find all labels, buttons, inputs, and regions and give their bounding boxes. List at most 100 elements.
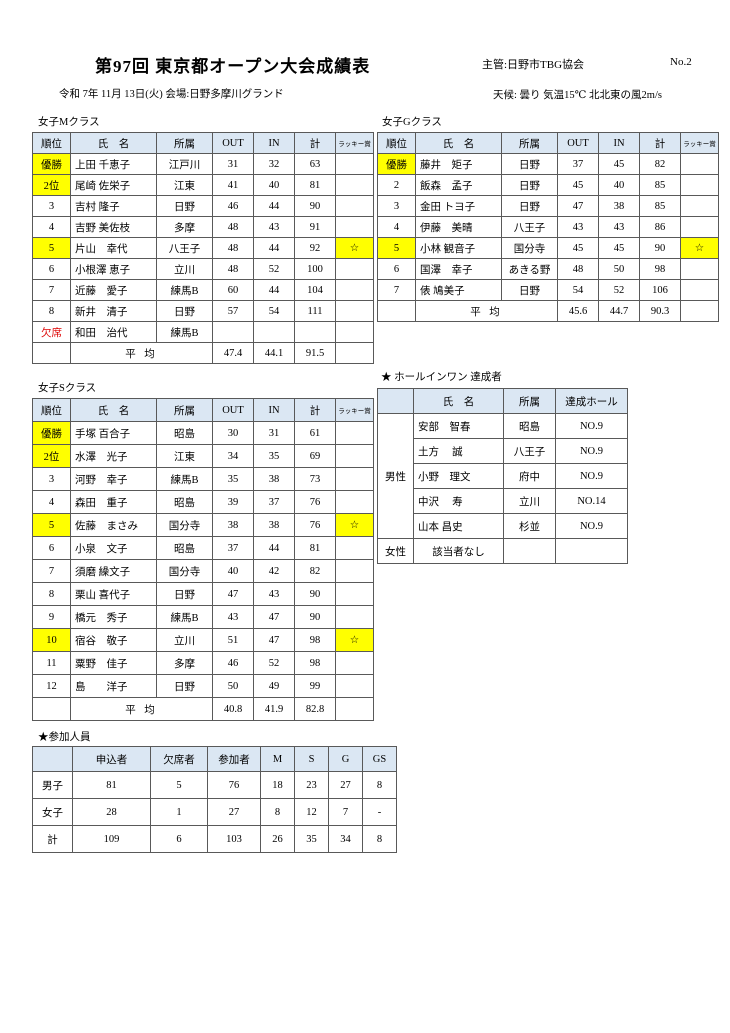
club-cell: 練馬B [156,321,213,343]
total-score-cell: 81 [294,174,336,196]
lucky-prize-cell [335,174,374,196]
player-name-cell: 和田 治代 [70,321,157,343]
hio-male-row: 中沢 寿立川 NO.14 [378,488,628,514]
in-score-cell: 44 [253,279,295,301]
club-cell: あきる野 [501,258,558,280]
result-row: 6 小根澤 恵子 立川 48 52 100 [32,258,374,280]
average-out-cell: 45.6 [557,300,599,322]
result-row: 3 吉村 隆子 日野 46 44 90 [32,195,374,217]
rank-cell: 6 [377,258,416,280]
lucky-prize-cell [680,216,719,238]
total-score-cell: 98 [639,258,681,280]
average-in-cell: 44.1 [253,342,295,364]
rank-cell: 3 [32,467,71,491]
total-score-cell: 76 [294,513,336,537]
player-name-cell: 橋元 秀子 [70,605,157,629]
out-score-cell [212,321,254,343]
total-score-cell [294,321,336,343]
result-row: 5 片山 幸代 八王子 48 44 92 ☆ [32,237,374,259]
average-total-cell: 91.5 [294,342,336,364]
in-score-cell: 37 [253,490,295,514]
rank-cell: 7 [32,279,71,301]
player-name-cell: 須磨 繰文子 [70,559,157,583]
total-score-cell: 111 [294,300,336,322]
average-rank-spacer [32,697,71,721]
column-header: S [294,746,329,772]
count-cell: 35 [294,825,329,853]
lucky-column-header: ラッキー賞 [680,132,719,154]
rank-cell: 優勝 [32,421,71,445]
count-cell: 7 [328,798,363,826]
total-score-cell: 99 [294,674,336,698]
g-class-results-table: 順位氏 名所属 OUT IN 計ラッキー賞 優勝 藤井 矩子 日野 37 45 82 2 飯森 孟子日… [377,132,719,322]
count-cell: 12 [294,798,329,826]
lucky-prize-cell [680,279,719,301]
total-score-cell: 98 [294,628,336,652]
club-cell: 立川 [156,258,213,280]
club-cell [503,538,556,564]
rank-cell: 3 [32,195,71,217]
club-cell: 立川 [503,488,556,514]
out-score-cell: 34 [212,444,254,468]
in-score-cell: 43 [253,582,295,606]
in-score-cell [253,321,295,343]
player-name-cell: 国澤 幸子 [415,258,502,280]
m-class-label: 女子Mクラス [38,117,100,128]
column-header: OUT [212,398,254,422]
player-name-cell: 森田 重子 [70,490,157,514]
participants-row: 女子 28 1 27 8 12 7- [32,798,397,826]
result-row: 6 小泉 文子 昭島 37 44 81 [32,536,374,560]
female-note-cell: 該当者なし [413,538,504,564]
rank-cell: 優勝 [377,153,416,175]
total-score-cell: 76 [294,490,336,514]
m-class-results-table: 順位氏 名所属 OUT IN 計ラッキー賞 優勝 上田 千恵子 江戸川 31 32 63 2位 尾崎 … [32,132,374,364]
average-lucky-spacer [335,342,374,364]
lucky-prize-cell: ☆ [335,237,374,259]
in-score-cell: 52 [253,258,295,280]
out-score-cell: 54 [557,279,599,301]
lucky-prize-cell [680,258,719,280]
count-cell: 34 [328,825,363,853]
in-score-cell: 40 [253,174,295,196]
count-cell: 8 [260,798,295,826]
out-score-cell: 38 [212,513,254,537]
club-cell: 八王子 [501,216,558,238]
player-name-cell: 小林 観音子 [415,237,502,259]
result-row: 5 小林 観音子 国分寺 45 45 90 ☆ [377,237,719,259]
out-score-cell: 60 [212,279,254,301]
average-row: 平 均 40.8 41.9 82.8 [32,697,374,721]
club-cell: 江東 [156,444,213,468]
average-total-cell: 90.3 [639,300,681,322]
total-score-cell: 85 [639,195,681,217]
column-header: 計 [294,398,336,422]
result-row: 欠席 和田 治代 練馬B [32,321,374,343]
result-row: 12 島 洋子 日野 50 49 99 [32,674,374,698]
count-cell: 6 [150,825,208,853]
organizer-text: 主管:日野市TBG協会 [482,59,585,71]
rank-cell: 2 [377,174,416,196]
average-row: 平 均 45.6 44.7 90.3 [377,300,719,322]
lucky-prize-cell [335,467,374,491]
in-score-cell: 52 [598,279,640,301]
total-score-cell: 92 [294,237,336,259]
results-header-row: 順位氏 名所属 OUT IN 計ラッキー賞 [377,132,719,154]
result-row: 8 新井 清子 日野 57 54 111 [32,300,374,322]
s-class-results-table: 順位氏 名所属 OUT IN 計ラッキー賞 優勝 手塚 百合子 昭島 30 31 61 2位 水澤 光… [32,398,374,721]
column-header: 氏 名 [415,132,502,154]
total-score-cell: 82 [639,153,681,175]
lucky-column-header: ラッキー賞 [335,398,374,422]
lucky-prize-cell [335,153,374,175]
result-row: 優勝 上田 千恵子 江戸川 31 32 63 [32,153,374,175]
column-header: 氏 名 [70,398,157,422]
count-cell: 28 [72,798,151,826]
column-header: OUT [212,132,254,154]
player-name-cell: 片山 幸代 [70,237,157,259]
club-cell: 国分寺 [156,559,213,583]
hole-in-one-label: ★ ホールインワン 達成者 [381,372,502,383]
rank-cell: 5 [32,513,71,537]
group-label-cell: 男子 [32,771,73,799]
in-score-cell: 52 [253,651,295,675]
achiever-name-cell: 土方 誠 [413,438,504,464]
average-out-cell: 47.4 [212,342,254,364]
